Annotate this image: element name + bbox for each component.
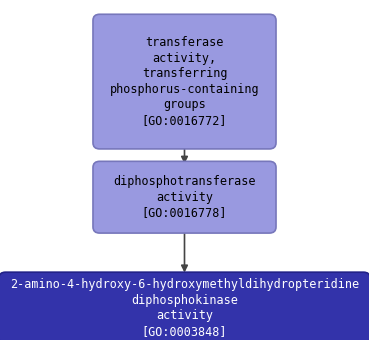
Text: 2-amino-4-hydroxy-6-hydroxymethyldihydropteridine
diphosphokinase
activity
[GO:0: 2-amino-4-hydroxy-6-hydroxymethyldihydro… [10,278,359,338]
FancyBboxPatch shape [93,14,276,149]
Text: diphosphotransferase
activity
[GO:0016778]: diphosphotransferase activity [GO:001677… [113,175,256,219]
FancyBboxPatch shape [0,272,369,340]
Text: transferase
activity,
transferring
phosphorus-containing
groups
[GO:0016772]: transferase activity, transferring phosp… [110,36,259,127]
FancyBboxPatch shape [93,162,276,233]
